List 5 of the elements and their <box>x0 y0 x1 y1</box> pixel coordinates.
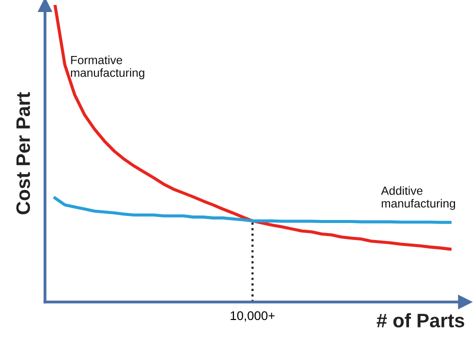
text: 10,000+ <box>230 311 275 322</box>
x-axis-title: # of Parts <box>376 313 464 328</box>
series-label: Formative manufacturing <box>70 56 144 80</box>
y-axis-title: Cost Per Part <box>16 92 30 214</box>
series-label: Additive manufacturing <box>381 186 456 210</box>
